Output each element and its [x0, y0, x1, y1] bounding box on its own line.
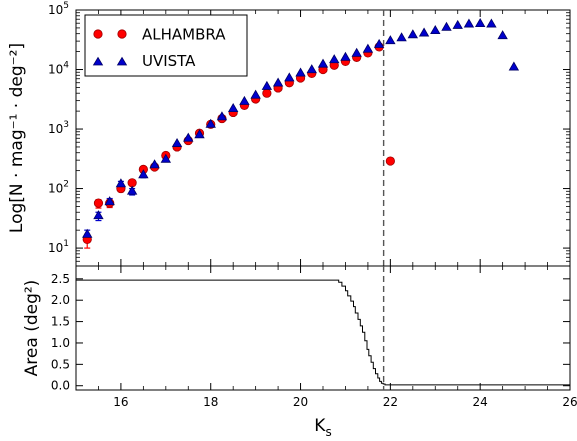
top-y-tick-label: 103: [48, 120, 69, 136]
legend: ALHAMBRA UVISTA: [84, 14, 248, 77]
point-uvista: [385, 35, 396, 45]
point-uvista: [441, 21, 452, 31]
bottom-y-tick-label: 1.5: [51, 315, 70, 329]
point-uvista: [486, 18, 497, 28]
point-uvista: [126, 185, 138, 195]
error-bars: [84, 122, 214, 249]
x-axis-label: Ks: [314, 416, 331, 439]
legend-marker-uvista-1: [92, 56, 104, 66]
point-uvista: [93, 210, 104, 220]
point-uvista: [430, 25, 441, 35]
point-uvista: [284, 72, 295, 82]
point-uvista: [463, 18, 475, 28]
x-tick-label: 24: [473, 395, 488, 409]
point-uvista: [306, 64, 317, 74]
bottom-plot-frame: [75, 265, 571, 391]
point-uvista: [317, 58, 329, 68]
point-uvista: [104, 196, 115, 206]
point-uvista: [452, 19, 463, 29]
point-uvista: [373, 38, 385, 48]
top-y-axis-label: Log[N · mag⁻¹ · deg⁻²]: [7, 43, 27, 233]
x-tick-label: 20: [293, 395, 308, 409]
bottom-y-tick-label: 2.5: [51, 272, 70, 286]
legend-marker-alhambra-1: [93, 29, 103, 39]
point-uvista: [396, 32, 407, 42]
point-alhambra: [385, 156, 395, 166]
legend-marker-alhambra-2: [117, 29, 127, 39]
point-uvista: [227, 103, 239, 113]
legend-label-alhambra: ALHAMBRA: [142, 26, 226, 44]
x-tick-label: 22: [383, 395, 398, 409]
point-uvista: [418, 27, 430, 37]
top-y-tick-label: 104: [48, 61, 69, 77]
point-uvista: [508, 61, 520, 71]
bottom-y-ticks: 0.0 0.5 1.0 1.5 2.0 2.5: [51, 272, 570, 393]
point-uvista: [160, 153, 172, 163]
point-uvista: [272, 77, 284, 87]
x-axis-label-main: K: [314, 416, 326, 436]
legend-label-uvista: UVISTA: [142, 52, 196, 70]
top-y-tick-label: 101: [48, 239, 69, 255]
area-step-line: [76, 279, 570, 386]
point-uvista: [474, 18, 486, 28]
point-uvista: [362, 43, 374, 53]
top-y-tick-label: 105: [48, 1, 69, 17]
point-uvista: [340, 51, 351, 61]
bottom-y-tick-label: 2.0: [51, 293, 70, 307]
point-uvista: [329, 54, 340, 64]
bottom-x-ticks: 16 18 20 22 24 26: [98, 266, 577, 409]
point-uvista: [205, 118, 216, 128]
point-uvista: [138, 169, 149, 179]
bottom-y-axis-label: Area (deg²): [22, 280, 42, 377]
point-uvista: [194, 129, 205, 139]
x-tick-label: 26: [562, 395, 577, 409]
point-uvista: [261, 80, 273, 90]
bottom-y-tick-label: 1.0: [51, 336, 70, 350]
x-tick-label: 16: [113, 395, 128, 409]
bottom-y-tick-label: 0.5: [51, 357, 70, 371]
point-uvista: [497, 30, 508, 40]
top-x-ticks: [98, 10, 571, 266]
point-uvista: [216, 111, 228, 121]
top-panel: 101 102 103 104 105 ALHAMBRA UVISTA Log[N · …: [7, 1, 571, 267]
point-uvista: [295, 67, 306, 77]
legend-box: [84, 14, 248, 77]
point-alhambra: [262, 88, 272, 98]
point-uvista: [407, 29, 419, 39]
point-uvista: [82, 228, 93, 238]
data-points: [82, 18, 520, 244]
point-uvista: [351, 47, 362, 57]
bottom-y-tick-label: 0.0: [51, 379, 70, 393]
bottom-panel: 0.0 0.5 1.0 1.5 2.0 2.5 16 18 20 22 24 26 Area (de…: [22, 265, 577, 439]
x-tick-label: 18: [203, 395, 218, 409]
top-y-tick-label: 102: [48, 180, 69, 196]
point-uvista: [115, 178, 127, 188]
point-uvista: [149, 159, 160, 169]
x-axis-label-subscript: s: [325, 425, 331, 439]
point-uvista: [183, 132, 194, 142]
point-alhambra: [93, 198, 104, 208]
point-uvista: [250, 89, 261, 99]
legend-marker-uvista-2: [116, 56, 128, 66]
point-uvista: [239, 95, 250, 105]
point-uvista: [171, 137, 183, 147]
